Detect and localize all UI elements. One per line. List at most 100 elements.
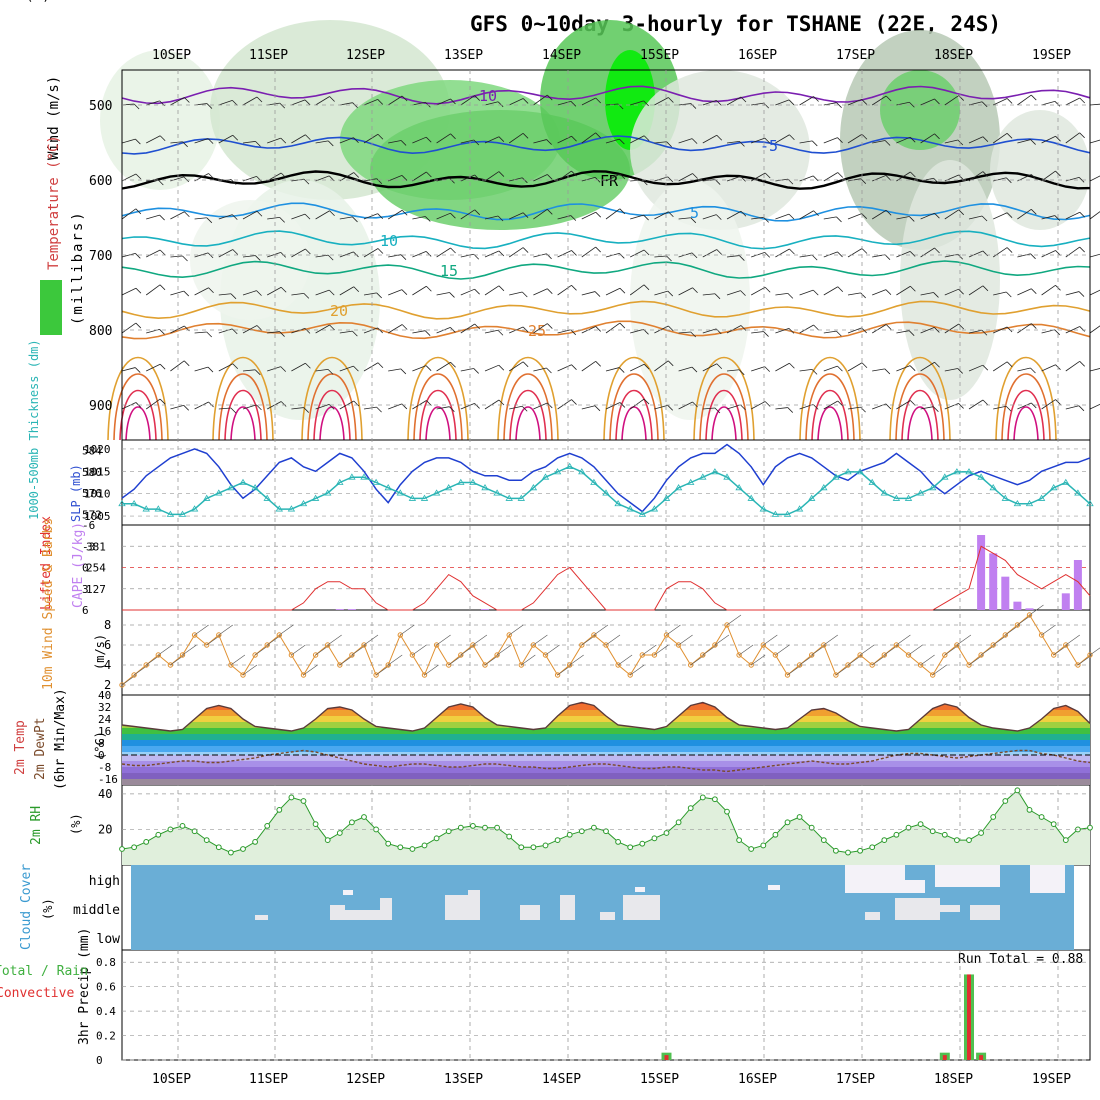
thickness-point [650,505,659,512]
wind-barb [751,216,764,220]
wind-barb [871,95,887,106]
wind-barb [605,208,621,220]
rh-point [1026,806,1033,813]
wind-barb [1065,405,1080,410]
thickness-point [493,489,501,496]
wind-speed-point [288,652,295,658]
wind-barb-flag [232,249,239,255]
wind-barb [339,102,353,106]
wind-speed-point [760,642,766,648]
wind-barb-flag [182,255,188,262]
wind10-barb [763,634,778,646]
wind-barb [944,403,959,410]
wind-barb-flag [256,96,263,103]
thickness-point [215,489,223,496]
wind-barb-flag [909,101,915,108]
wind10-barb [521,654,536,666]
isotherm-label: 20 [330,302,348,320]
wind10-barb [412,644,427,656]
rh-point [591,824,597,831]
thickness-point [142,505,150,512]
wind-barb-flag [1078,291,1085,297]
cloud-high-block [935,865,1000,887]
li-tick: 3 [82,583,89,596]
wind-barb-flag [764,252,771,258]
wind-barb [146,249,161,258]
wind-speed-point [821,642,827,648]
wind-barb [847,248,863,258]
wind-barb-flag [764,286,771,293]
wind-barb-flag [303,407,310,413]
wind-barb [1041,170,1056,182]
wind-barb [412,365,427,372]
wind-barb [944,139,958,144]
rh-point [203,837,210,844]
wind-barb-flag [908,330,915,336]
wind-barb [968,101,983,106]
wind-speed-point [1051,652,1057,658]
wind-barb-flag [135,208,142,215]
rh-point [1050,821,1057,828]
wind-speed-point [881,652,887,658]
wind-barb [992,247,1008,258]
wind-barb [146,363,161,372]
thermal-loop [811,389,849,441]
precip-conv-bar [979,1055,984,1060]
wind10-barb [448,654,463,666]
thermal-loop [615,389,653,441]
thickness-point [977,473,985,480]
wind-barb-flag [135,287,142,294]
thickness-point [795,505,804,512]
wind-barb [557,170,572,182]
wind-barb-flag [763,102,770,109]
wind-barb-flag [1030,367,1036,374]
wind-barb-flag [450,98,456,105]
thermal-loop [425,406,451,441]
wind-barb [799,324,814,334]
wind-barb-flag [619,173,626,180]
wind10-barb [388,654,403,666]
wind-barb-flag [740,325,747,331]
cloud-high-block [905,880,925,893]
thickness-point [928,484,937,491]
wind-barb [823,286,839,296]
date-label-bottom: 12SEP [346,1072,385,1087]
wind-barb-flag [910,171,916,178]
wind10-barb [654,644,669,656]
wind-barb [218,249,233,258]
wind-barb-flag [739,141,745,147]
isotherm-label: 5 [690,204,699,222]
wind-barb [194,252,209,258]
wind-barb [363,327,378,334]
wind-barb-flag [982,399,989,406]
thickness-point [275,505,284,512]
wind-barb-flag [714,179,721,185]
precip-conv-bar [664,1055,669,1060]
wind-barb-flag [667,176,674,183]
wind-speed-point [603,642,609,648]
wind-barb-flag [740,404,746,411]
rh-point [482,824,488,831]
wind-barb [339,137,354,144]
temperature-axis-label: Temperature (°C) [46,135,62,270]
thickness-point [723,473,731,480]
wind-speed-point [337,662,343,668]
wind-speed-point [167,662,174,668]
date-label-bottom: 14SEP [542,1072,581,1087]
wind-barb-flag [690,217,697,224]
rh-legend-swatch [40,280,62,335]
wind-barb [1041,399,1056,410]
wind-barb-flag [303,178,310,185]
thickness-point [202,494,211,501]
thermal-loop [497,356,559,441]
wind-barb [678,287,693,296]
wind-barb-flag [740,290,746,296]
thermal-loop [693,356,755,441]
wind-barb-flag [1079,97,1086,104]
wind-barb-flag [303,293,310,299]
wind-speed-point [191,632,198,638]
cape-bar [1013,601,1022,610]
wind-barb-flag [450,212,456,219]
thickness-point [529,484,538,491]
rh-point [833,847,839,854]
